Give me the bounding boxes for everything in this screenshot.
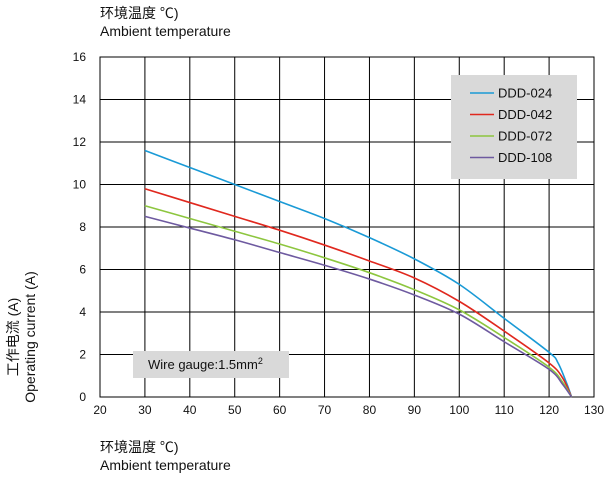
y-tick-labels: 0 2 4 6 8 10 12 14 16 — [73, 50, 87, 404]
legend-label: DDD-072 — [498, 129, 552, 144]
x-tick-label: 20 — [93, 403, 107, 417]
bottom-axis-title-en: Ambient temperature — [100, 457, 231, 473]
y-tick-label: 14 — [73, 93, 87, 107]
legend-label: DDD-024 — [498, 86, 552, 101]
bottom-axis-title-cn: 环境温度 ℃) — [100, 439, 179, 455]
x-tick-label: 120 — [539, 403, 559, 417]
y-tick-label: 2 — [79, 348, 86, 362]
wire-gauge-note: Wire gauge:1.5mm2 — [133, 351, 289, 378]
y-tick-label: 10 — [73, 178, 87, 192]
x-tick-label: 60 — [273, 403, 287, 417]
note-box — [133, 351, 289, 378]
x-tick-label: 90 — [408, 403, 422, 417]
x-tick-label: 40 — [183, 403, 197, 417]
series-line-ddd-042 — [144, 187, 573, 398]
x-tick-label: 130 — [584, 403, 604, 417]
x-tick-label: 30 — [138, 403, 152, 417]
series-line-ddd-024 — [144, 149, 573, 398]
bottom-axis-title: 环境温度 ℃) Ambient temperature — [100, 438, 231, 474]
x-tick-label: 110 — [495, 403, 514, 417]
y-tick-label: 6 — [79, 263, 86, 277]
x-tick-label: 50 — [228, 403, 242, 417]
top-axis-title-cn: 环境温度 ℃) — [100, 5, 179, 21]
note-label: Wire gauge:1.5mm2 — [148, 356, 263, 372]
x-tick-label: 100 — [449, 403, 469, 417]
y-tick-label: 12 — [73, 135, 87, 149]
series-line-ddd-108 — [144, 215, 573, 398]
x-tick-label: 70 — [318, 403, 332, 417]
x-tick-label: 80 — [363, 403, 377, 417]
y-tick-label: 16 — [73, 50, 87, 64]
x-tick-labels: 20 30 40 50 60 70 80 90 100 110 120 130 — [93, 403, 604, 417]
note-superscript: 2 — [258, 356, 263, 366]
series-lines — [144, 149, 573, 398]
legend-label: DDD-108 — [498, 150, 552, 165]
top-axis-title-en: Ambient temperature — [100, 23, 231, 39]
legend-label: DDD-042 — [498, 107, 552, 122]
y-tick-label: 0 — [79, 390, 86, 404]
series-line-ddd-072 — [144, 204, 573, 398]
legend: DDD-024 DDD-042 DDD-072 DDD-108 — [451, 75, 577, 179]
top-axis-title: 环境温度 ℃) Ambient temperature — [100, 4, 231, 40]
y-tick-label: 4 — [79, 305, 86, 319]
y-tick-label: 8 — [79, 220, 86, 234]
